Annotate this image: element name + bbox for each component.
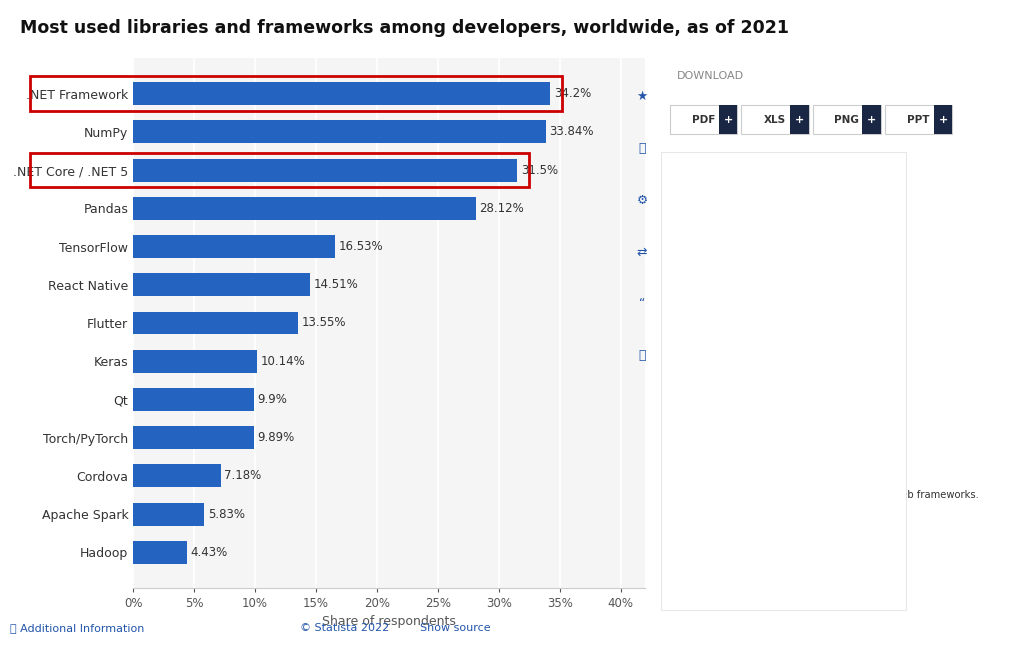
- Text: “: “: [639, 297, 645, 310]
- Text: XLS: XLS: [764, 114, 786, 125]
- Text: PPT: PPT: [907, 114, 930, 125]
- Text: Method of interview: Method of interview: [670, 438, 783, 448]
- Text: 34.2%: 34.2%: [554, 87, 591, 100]
- Bar: [133, 464, 220, 487]
- Text: 10.14%: 10.14%: [260, 355, 305, 368]
- Text: → Show sources information: → Show sources information: [670, 211, 810, 221]
- Text: 🖸: 🖸: [638, 349, 646, 362]
- Text: Supplementary notes: Supplementary notes: [670, 473, 791, 483]
- Text: +: +: [795, 114, 804, 125]
- Text: 16.53%: 16.53%: [338, 240, 383, 253]
- Bar: [133, 503, 204, 526]
- Text: Number of respondents: Number of respondents: [670, 368, 804, 378]
- Text: Worldwide: Worldwide: [670, 316, 722, 326]
- Text: Region: Region: [670, 298, 709, 308]
- Text: ⚙: ⚙: [636, 194, 647, 207]
- Text: Online survey: Online survey: [670, 455, 738, 465]
- Text: Show source: Show source: [420, 623, 490, 633]
- Bar: [133, 388, 254, 411]
- Text: August 2021: August 2021: [670, 281, 733, 291]
- Bar: [133, 426, 254, 449]
- Text: 4.43%: 4.43%: [190, 546, 228, 559]
- Text: 9.89%: 9.89%: [257, 431, 295, 444]
- Bar: [133, 120, 546, 143]
- Text: +: +: [723, 114, 732, 125]
- Text: 🔔: 🔔: [638, 142, 646, 155]
- Text: © Statista 2022: © Statista 2022: [300, 623, 389, 633]
- Bar: [133, 235, 335, 258]
- Text: → Use Ask Statista Research Service: → Use Ask Statista Research Service: [670, 246, 851, 256]
- Text: Survey time period: Survey time period: [670, 333, 778, 343]
- Text: +: +: [938, 114, 947, 125]
- Text: Special properties: Special properties: [670, 403, 773, 413]
- Text: 28.12%: 28.12%: [479, 202, 524, 215]
- Bar: [133, 541, 187, 564]
- Text: +: +: [866, 114, 876, 125]
- Text: Release date: Release date: [670, 264, 742, 273]
- Text: 31.5%: 31.5%: [521, 163, 558, 176]
- Bar: [133, 311, 298, 335]
- Bar: [133, 349, 257, 373]
- Text: 59,921 respondents: 59,921 respondents: [670, 386, 770, 395]
- Text: Software developers: Software developers: [670, 421, 772, 430]
- Bar: [133, 159, 517, 182]
- Bar: [133, 273, 310, 297]
- Text: ⇄: ⇄: [637, 245, 647, 258]
- Text: 9.9%: 9.9%: [257, 393, 288, 406]
- Bar: [133, 197, 476, 220]
- Text: Multiple responses were possible. Excluding web frameworks.: Multiple responses were possible. Exclud…: [670, 490, 979, 500]
- Text: May 25, 2021 to Jun 15, 2021: May 25, 2021 to Jun 15, 2021: [670, 351, 817, 360]
- Text: → Show publisher information: → Show publisher information: [670, 229, 818, 238]
- Text: PNG: PNG: [835, 114, 859, 125]
- X-axis label: Share of respondents: Share of respondents: [323, 616, 456, 629]
- Bar: [133, 82, 550, 105]
- Text: ★: ★: [636, 90, 647, 103]
- Text: ⓘ Additional Information: ⓘ Additional Information: [10, 623, 144, 633]
- Text: 13.55%: 13.55%: [302, 317, 346, 329]
- Text: 5.83%: 5.83%: [208, 508, 245, 521]
- Text: 7.18%: 7.18%: [224, 470, 261, 483]
- Text: 33.84%: 33.84%: [549, 125, 594, 138]
- Text: Most used libraries and frameworks among developers, worldwide, as of 2021: Most used libraries and frameworks among…: [20, 19, 790, 37]
- Text: 14.51%: 14.51%: [313, 278, 358, 291]
- Text: Source: Source: [670, 194, 709, 203]
- Text: PDF: PDF: [692, 114, 715, 125]
- Text: DOWNLOAD: DOWNLOAD: [677, 71, 744, 81]
